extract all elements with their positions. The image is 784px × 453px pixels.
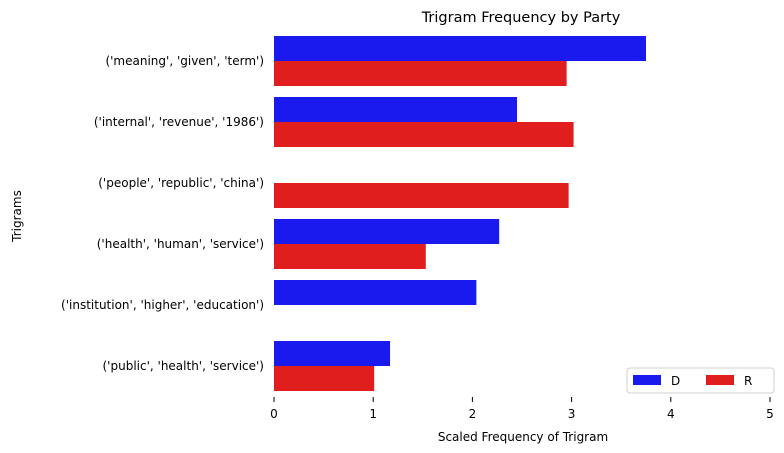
legend-swatch-r: [706, 375, 734, 385]
x-tick-label: 0: [270, 407, 278, 421]
x-tick-label: 2: [469, 407, 477, 421]
x-axis-label: Scaled Frequency of Trigram: [438, 430, 608, 444]
bar-d-0: [274, 36, 646, 61]
bar-r-1: [274, 122, 574, 147]
x-tick-labels: 0 1 2 3 4 5: [270, 397, 774, 421]
y-tick-label: ('institution', 'higher', 'education'): [61, 298, 264, 312]
legend-label-r: R: [744, 374, 752, 388]
chart-title: Trigram Frequency by Party: [421, 10, 621, 26]
bar-r-2: [274, 183, 569, 208]
x-tick-label: 5: [766, 407, 774, 421]
y-tick-label: ('health', 'human', 'service'): [97, 237, 264, 251]
bar-d-3: [274, 219, 500, 244]
legend-frame: [626, 367, 775, 394]
bar-r-0: [274, 61, 567, 86]
x-tick-label: 3: [568, 407, 576, 421]
y-tick-label: ('public', 'health', 'service'): [103, 359, 265, 373]
bars-group: [274, 36, 646, 391]
bar-r-5: [274, 366, 375, 391]
y-tick-label: ('meaning', 'given', 'term'): [105, 54, 264, 68]
bar-d-5: [274, 341, 391, 366]
bar-r-3: [274, 244, 426, 269]
y-tick-label: ('people', 'republic', 'china'): [98, 176, 264, 190]
legend-label-d: D: [671, 374, 680, 388]
x-tick-label: 4: [667, 407, 675, 421]
y-tick-label: ('internal', 'revenue', '1986'): [94, 115, 264, 129]
bar-d-1: [274, 97, 518, 122]
y-tick-labels: ('meaning', 'given', 'term') ('internal',…: [61, 54, 264, 373]
bar-d-4: [274, 280, 477, 305]
legend-swatch-d: [633, 375, 661, 385]
x-tick-label: 1: [369, 407, 377, 421]
y-axis-label: Trigrams: [10, 190, 24, 243]
